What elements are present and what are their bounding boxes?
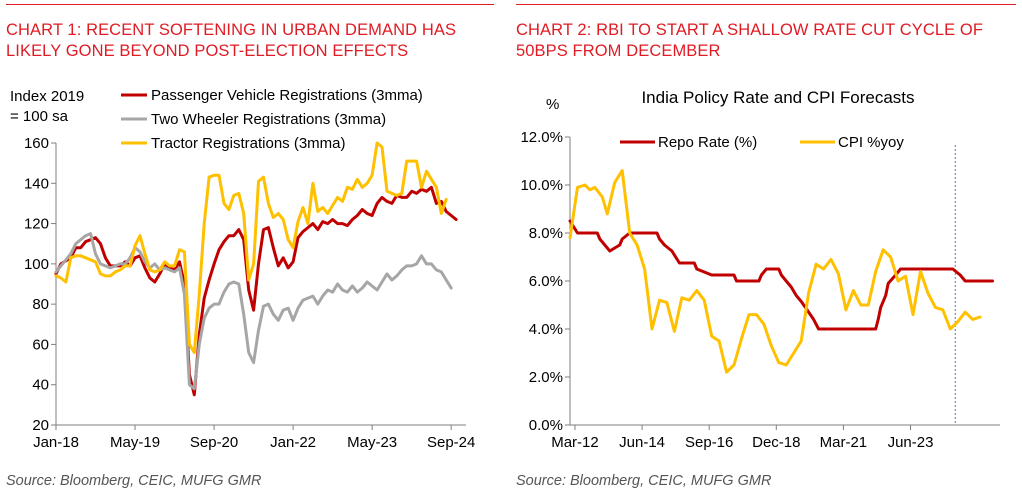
chart-2-legend-label-2: CPI %yoy	[838, 134, 904, 151]
chart-2-x-tick-label: Jun-23	[888, 434, 934, 451]
chart-2-x-tick-label: Mar-12	[551, 434, 599, 451]
chart-2-ylabel: %	[546, 96, 559, 113]
chart-1-svg: 20 40 60 80 100 120 140 160 Jan-18 May-19 Sep-20 Ja…	[10, 87, 475, 451]
chart-1-y-tick-label: 140	[24, 175, 49, 192]
chart-2-top-rule	[516, 4, 1016, 5]
chart-2-source: Source: Bloomberg, CEIC, MUFG GMR	[516, 473, 772, 489]
chart-1-series-line-3	[54, 141, 448, 354]
chart-2-x-tick-label: Jun-14	[619, 434, 665, 451]
chart-1-panel: CHART 1: RECENT SOFTENING IN URBAN DEMAN…	[0, 0, 500, 502]
chart-1-y-tick-label: 160	[24, 135, 49, 152]
chart-1-x-tick-label: Sep-24	[427, 434, 475, 451]
chart-1-y-tick-label: 20	[32, 417, 49, 434]
chart-1-top-rule	[6, 4, 494, 5]
chart-1-y-tick-label: 40	[32, 377, 49, 394]
chart-2-svg: 0.0% 2.0% 4.0% 6.0% 8.0% 10.0% 12.0% Mar-12 Jun-…	[520, 88, 1000, 451]
chart-2-legend-label-1: Repo Rate (%)	[658, 134, 757, 151]
chart-1-legend-label-3: Tractor Registrations (3mma)	[151, 135, 346, 152]
chart-2-y-tick-label: 2.0%	[529, 369, 563, 386]
chart-2-y-tick-label: 4.0%	[529, 321, 563, 338]
chart-1-legend-label-1: Passenger Vehicle Registrations (3mma)	[151, 87, 423, 104]
chart-2-y-tick-label: 10.0%	[520, 177, 563, 194]
chart-2-series-line-1	[568, 219, 994, 331]
chart-1-y-tick-label: 120	[24, 216, 49, 233]
chart-1-ylabel-line-2: = 100 sa	[10, 108, 69, 125]
chart-1-x-tick-label: Jan-22	[270, 434, 316, 451]
chart-1-y-tick-label: 100	[24, 256, 49, 273]
chart-2-x-tick-label: Mar-21	[820, 434, 868, 451]
chart-2-inner-title: India Policy Rate and CPI Forecasts	[641, 88, 914, 107]
chart-1-x-tick-label: May-19	[110, 434, 160, 451]
chart-1-ylabel-line-1: Index 2019	[10, 88, 84, 105]
chart-2-y-tick-label: 8.0%	[529, 225, 563, 242]
chart-1-series-line-2	[54, 232, 453, 391]
chart-2-y-tick-label: 0.0%	[529, 417, 563, 434]
chart-2-x-tick-label: Dec-18	[752, 434, 800, 451]
chart-1-x-tick-label: May-23	[347, 434, 397, 451]
chart-1-x-tick-label: Sep-20	[190, 434, 238, 451]
chart-2-panel: CHART 2: RBI TO START A SHALLOW RATE CUT…	[510, 0, 1022, 502]
chart-2-y-tick-label: 6.0%	[529, 273, 563, 290]
chart-1-x-tick-label: Jan-18	[33, 434, 79, 451]
chart-1-title: CHART 1: RECENT SOFTENING IN URBAN DEMAN…	[6, 21, 457, 60]
chart-1-source: Source: Bloomberg, CEIC, MUFG GMR	[6, 473, 262, 489]
chart-2-y-tick-label: 12.0%	[520, 129, 563, 146]
chart-2-title: CHART 2: RBI TO START A SHALLOW RATE CUT…	[516, 21, 984, 60]
chart-1-legend-label-2: Two Wheeler Registrations (3mma)	[151, 111, 386, 128]
chart-1-y-tick-label: 60	[32, 336, 49, 353]
chart-2-x-tick-label: Sep-16	[685, 434, 733, 451]
chart-1-y-tick-label: 80	[32, 296, 49, 313]
chart-2-series-line-2	[568, 169, 982, 374]
